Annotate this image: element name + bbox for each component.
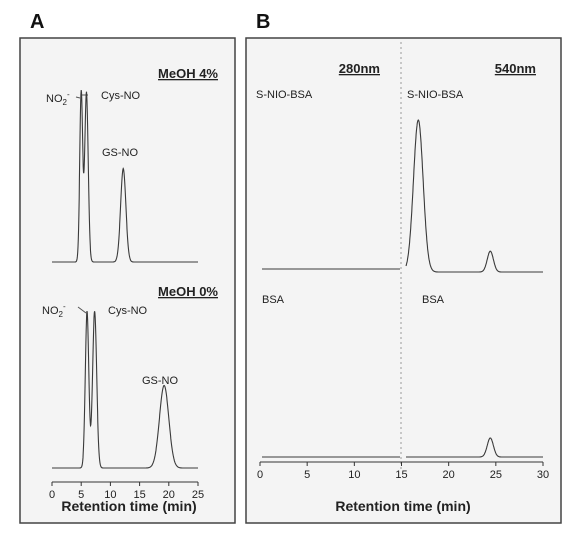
b-x-tick-label-15: 15: [395, 469, 407, 481]
panel-a-frame: [19, 37, 236, 524]
panel-a-x-axis: 0 5 10 15 20 25: [49, 481, 204, 501]
b-540nm-label: 540nm: [495, 61, 536, 76]
b-x-tick-label-30: 30: [537, 469, 549, 481]
a-bottom-no2-leader: [77, 306, 87, 314]
b-540-bottom-trace: [406, 437, 543, 458]
a-x-tick-label-10: 10: [104, 489, 116, 501]
b-x-tick-label-25: 25: [490, 469, 502, 481]
a-bottom-no2-label: NO2-: [42, 302, 66, 319]
a-bottom-cys-label: Cys-NO: [108, 305, 148, 317]
b-540-top-sample: S-NIO-BSA: [407, 89, 464, 101]
b-540-bottom-sample: BSA: [422, 294, 445, 306]
a-x-tick-label-0: 0: [49, 489, 55, 501]
b-540-top-trace: [405, 119, 543, 273]
a-x-tick-label-25: 25: [192, 489, 204, 501]
a-x-tick-label-15: 15: [133, 489, 145, 501]
a-top-no2-label: NO2-: [46, 90, 70, 107]
b-280-top-sample: S-NIO-BSA: [256, 89, 313, 101]
a-bottom-trace: [52, 311, 198, 469]
panel-b-x-axis: 0 5 10 15 20 25 30: [257, 461, 549, 481]
a-top-no2-leader: [75, 96, 81, 99]
b-x-tick-label-20: 20: [443, 469, 455, 481]
b-x-tick-label-0: 0: [257, 469, 263, 481]
a-x-axis-label: Retention time (min): [61, 498, 196, 514]
a-top-condition: MeOH 4%: [158, 66, 218, 81]
a-x-tick-label-5: 5: [78, 489, 84, 501]
a-top-cys-label: Cys-NO: [101, 90, 141, 102]
b-x-tick-label-10: 10: [348, 469, 360, 481]
b-280nm-label: 280nm: [339, 61, 380, 76]
b-280-bottom-sample: BSA: [262, 294, 285, 306]
a-bottom-condition: MeOH 0%: [158, 284, 218, 299]
panel-b-letter: B: [256, 11, 270, 33]
a-top-trace: [52, 90, 198, 263]
a-x-tick-label-20: 20: [163, 489, 175, 501]
a-bottom-gsno-label: GS-NO: [142, 375, 179, 387]
a-top-gsno-label: GS-NO: [102, 147, 139, 159]
b-x-tick-label-5: 5: [304, 469, 310, 481]
panel-a-letter: A: [30, 11, 44, 33]
b-x-axis-label: Retention time (min): [335, 498, 470, 514]
panel-b-frame: [245, 37, 562, 524]
